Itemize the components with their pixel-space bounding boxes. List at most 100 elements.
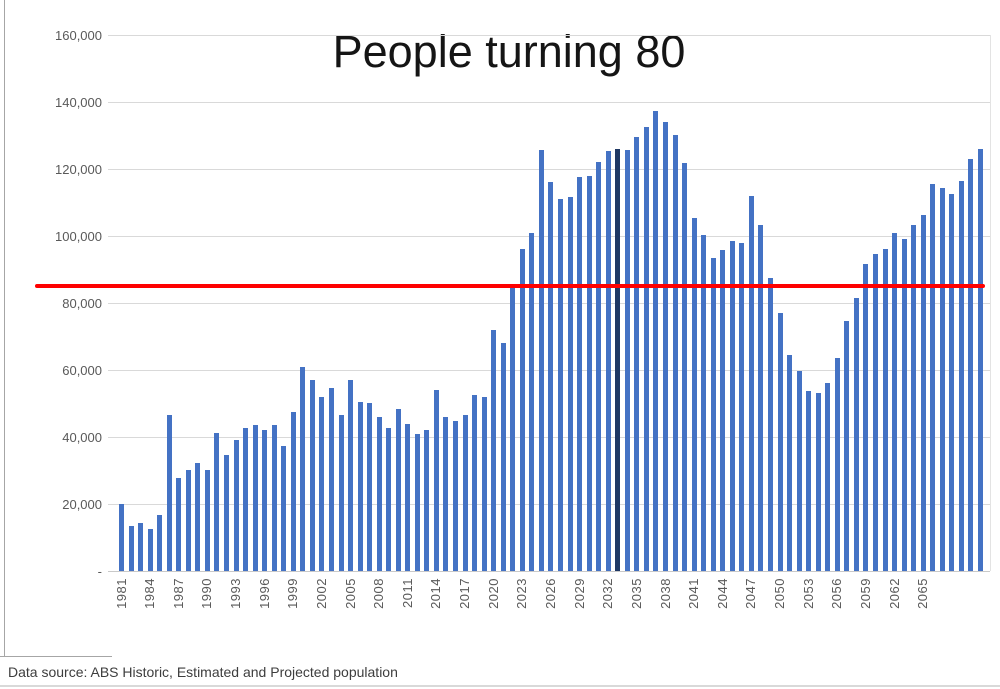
bar-2004 (339, 415, 344, 571)
x-tick-label: 1987 (170, 578, 186, 609)
bar-1988 (186, 470, 191, 571)
bar-1991 (214, 433, 219, 571)
bar-1994 (243, 428, 248, 571)
bar-2061 (883, 249, 888, 571)
bar-1982 (129, 526, 134, 571)
bar-2005 (348, 380, 353, 571)
bar-2047 (749, 196, 754, 571)
bar-1995 (253, 425, 258, 571)
x-tick-label: 2005 (342, 578, 358, 609)
bar-2048 (758, 225, 763, 571)
x-tick-label: 1990 (199, 578, 215, 609)
bar-2051 (787, 355, 792, 571)
bar-2065 (921, 215, 926, 571)
bar-2071 (978, 149, 983, 571)
bar-1989 (195, 463, 200, 571)
x-tick-label: 1984 (142, 578, 158, 609)
x-tick-label: 2029 (571, 578, 587, 609)
bar-2001 (310, 380, 315, 571)
bar-2018 (472, 395, 477, 571)
bar-2008 (377, 417, 382, 571)
x-tick-label: 2032 (600, 578, 616, 609)
x-tick-label: 2026 (542, 578, 558, 609)
bar-2053 (806, 391, 811, 571)
bar-1992 (224, 455, 229, 571)
x-tick-label: 2008 (371, 578, 387, 609)
bar-1986 (167, 415, 172, 571)
bar-2021 (501, 343, 506, 571)
y-gridline (108, 34, 990, 36)
bar-1983 (138, 523, 143, 571)
bar-2038 (663, 122, 668, 571)
x-tick-label: 2023 (514, 578, 530, 609)
x-tick-label: 2044 (714, 578, 730, 609)
bar-2017 (463, 415, 468, 571)
bar-1998 (281, 446, 286, 571)
bar-2042 (701, 235, 706, 571)
bar-2060 (873, 254, 878, 571)
bar-2040 (682, 163, 687, 571)
y-tick-label: 40,000 (62, 430, 102, 445)
x-tick-label: 2002 (313, 578, 329, 609)
bar-2030 (587, 176, 592, 571)
bar-1996 (262, 430, 267, 571)
y-tick-label: - (97, 564, 102, 579)
bar-2019 (482, 397, 487, 571)
bar-2057 (844, 321, 849, 571)
bar-2012 (415, 434, 420, 571)
bar-2007 (367, 403, 372, 571)
footer-divider-rule (0, 656, 112, 657)
y-tick-label: 120,000 (55, 162, 102, 177)
left-border-rule (4, 0, 5, 656)
bar-1993 (234, 440, 239, 571)
reference-line (35, 284, 985, 288)
bar-2070 (968, 159, 973, 571)
bar-2037 (653, 111, 658, 571)
bar-2036 (644, 127, 649, 571)
bar-1985 (157, 515, 162, 571)
x-tick-label: 1993 (228, 578, 244, 609)
x-tick-label: 2020 (485, 578, 501, 609)
bar-2006 (358, 402, 363, 571)
bar-2056 (835, 358, 840, 571)
bar-2014 (434, 390, 439, 571)
bar-2054 (816, 393, 821, 571)
x-tick-label: 2035 (628, 578, 644, 609)
x-tick-label: 2050 (772, 578, 788, 609)
x-tick-label: 2056 (829, 578, 845, 609)
x-tick-label: 2017 (457, 578, 473, 609)
y-tick-label: 60,000 (62, 363, 102, 378)
bar-2023 (520, 249, 525, 571)
bar-2002 (319, 397, 324, 571)
bar-2016 (453, 421, 458, 571)
bar-2067 (940, 188, 945, 571)
bar-2069 (959, 181, 964, 571)
bar-2015 (443, 417, 448, 571)
bar-1981 (119, 504, 124, 571)
bar-2059 (863, 264, 868, 571)
x-tick-label: 2011 (399, 578, 415, 608)
x-tick-label: 1996 (256, 578, 272, 609)
data-source-note: Data source: ABS Historic, Estimated and… (8, 664, 398, 680)
bar-1990 (205, 470, 210, 571)
bar-2003 (329, 388, 334, 571)
bar-2026 (548, 182, 553, 571)
bottom-border-rule (0, 685, 1000, 687)
bar-2022 (510, 288, 515, 571)
bar-2034 (625, 150, 630, 571)
bar-2024 (529, 233, 534, 571)
bar-2000 (300, 367, 305, 571)
bar-2063 (902, 239, 907, 571)
x-tick-label: 2038 (657, 578, 673, 609)
y-gridline (108, 101, 990, 103)
bar-2064 (911, 225, 916, 571)
x-tick-label: 2047 (743, 578, 759, 609)
bar-2062 (892, 233, 897, 571)
y-tick-label: 80,000 (62, 296, 102, 311)
bar-2013 (424, 430, 429, 571)
plot-right-edge (990, 35, 991, 571)
y-tick-label: 160,000 (55, 28, 102, 43)
bar-1984 (148, 529, 153, 571)
bar-2033 (615, 149, 620, 571)
bar-2025 (539, 150, 544, 571)
